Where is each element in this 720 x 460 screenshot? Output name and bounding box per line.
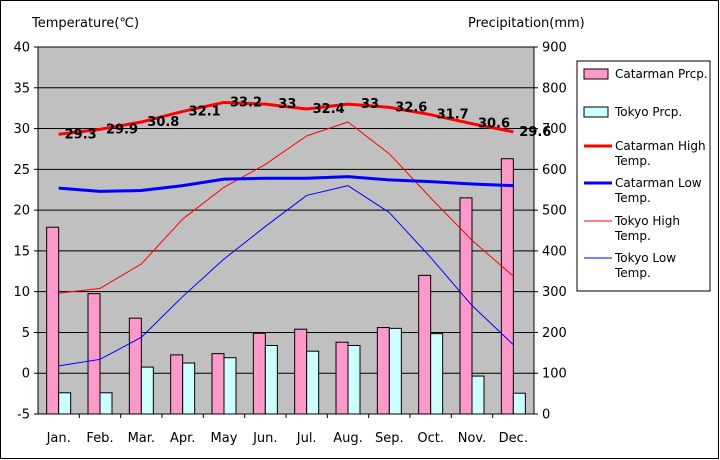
right-tick-label: 100: [542, 367, 567, 382]
right-tick-label: 500: [542, 204, 567, 219]
catarman-low-line: [58, 175, 514, 193]
right-tick-label: 200: [542, 326, 567, 341]
tokyo-low-line: [58, 185, 514, 367]
tokyo-prcp-bar: [99, 392, 113, 415]
catarman-prcp-bar: [294, 328, 308, 415]
catarman-prcp-bar: [252, 332, 266, 415]
legend-swatch-tokyo-prcp: [583, 106, 609, 118]
left-tick-label: 15: [13, 244, 30, 259]
legend-box: [576, 60, 711, 292]
tokyo-prcp-bar: [140, 366, 154, 415]
x-axis: Jan. Feb. Mar. Apr. May Jun. Jul. Aug. Sep. Oct. N…: [46, 414, 528, 446]
high-temp-data-label: 30.8: [147, 115, 179, 130]
high-temp-data-label: 31.7: [437, 108, 469, 123]
precipitation-bars: [46, 158, 526, 415]
left-tick-label: 5: [22, 326, 30, 341]
tokyo-prcp-bar: [512, 392, 526, 415]
left-tick-label: 0: [22, 367, 30, 382]
y-right-title: Precipitation(mm): [468, 16, 585, 31]
right-tick-label: 400: [542, 244, 567, 259]
x-tick-label: May: [211, 431, 238, 446]
legend-swatch-catarman-prcp: [583, 68, 609, 80]
high-temp-data-label: 32.4: [313, 102, 345, 117]
legend-items: Catarman Prcp. Tokyo Prcp. Catarman High Te…: [583, 67, 708, 280]
right-tick-label: 300: [542, 285, 567, 300]
gridlines: [38, 87, 534, 374]
x-tick-label: Dec.: [499, 431, 528, 446]
right-axis: 0 100 200 300 400 500 600 700 800 900: [534, 41, 567, 423]
high-temp-data-label: 29.6: [519, 125, 551, 140]
high-temp-data-label: 33.2: [230, 95, 262, 110]
right-tick-label: 900: [542, 41, 567, 56]
left-tick-label: 40: [13, 41, 30, 56]
catarman-prcp-bar: [335, 341, 349, 415]
y-left-title: Temperature(℃): [31, 16, 139, 31]
right-tick-label: 600: [542, 163, 567, 178]
catarman-prcp-bar: [211, 353, 225, 415]
left-tick-label: 20: [13, 204, 30, 219]
left-axis: -5 0 5 10 15 20 25 30 35 40: [13, 41, 38, 423]
x-tick-label: Jun.: [252, 431, 277, 446]
right-tick-label: 0: [542, 408, 550, 423]
catarman-prcp-bar: [418, 274, 432, 415]
legend-label: Tokyo High Temp.: [614, 214, 680, 243]
high-temp-data-label: 33: [361, 97, 379, 112]
high-temp-data-label: 29.3: [65, 127, 97, 142]
tokyo-high-line: [58, 121, 514, 294]
left-tick-label: -5: [17, 408, 30, 423]
x-tick-label: Feb.: [86, 431, 113, 446]
x-tick-label: Jul.: [296, 431, 317, 446]
x-tick-label: Apr.: [170, 431, 195, 446]
legend-label: Catarman High Temp.: [614, 139, 706, 168]
tokyo-prcp-bar: [471, 375, 485, 415]
catarman-prcp-bar: [46, 226, 60, 415]
legend-label: Catarman Prcp.: [615, 67, 708, 81]
tokyo-prcp-bar: [223, 357, 237, 415]
tokyo-prcp-bar: [264, 344, 278, 415]
catarman-high-line: [58, 100, 514, 136]
temperature-lines: [58, 100, 514, 367]
high-temp-data-label: 30.6: [478, 117, 510, 132]
catarman-prcp-bar: [376, 327, 390, 415]
x-tick-label: Jan.: [46, 431, 71, 446]
tokyo-prcp-bar: [388, 327, 402, 415]
x-tick-label: Nov.: [458, 431, 487, 446]
x-tick-label: Sep.: [375, 431, 404, 446]
catarman-prcp-bar: [87, 293, 101, 415]
high-temp-data-label: 33: [278, 97, 296, 112]
catarman-prcp-bar: [128, 317, 142, 415]
tokyo-prcp-bar: [347, 344, 361, 415]
high-temp-data-label: 29.9: [106, 122, 138, 137]
left-tick-label: 30: [13, 122, 30, 137]
data-labels: 29.3 29.9 30.8 32.1 33.2 33 32.4 33 32.6 31.7 30.6…: [65, 95, 552, 142]
x-tick-label: Oct.: [417, 431, 444, 446]
legend-label: Catarman Low Temp.: [614, 176, 702, 205]
tokyo-prcp-bar: [306, 350, 320, 415]
right-tick-label: 800: [542, 81, 567, 96]
tokyo-prcp-bar: [430, 333, 444, 415]
legend-label: Tokyo Prcp.: [614, 105, 682, 119]
catarman-prcp-bar: [170, 354, 184, 415]
left-tick-label: 35: [13, 81, 30, 96]
legend-label: Tokyo Low Temp.: [614, 251, 676, 280]
tokyo-prcp-bar: [182, 362, 196, 415]
tokyo-prcp-bar: [58, 392, 72, 415]
right-tick-label: 700: [542, 122, 567, 137]
left-tick-label: 10: [13, 285, 30, 300]
high-temp-data-label: 32.6: [395, 100, 427, 115]
high-temp-data-label: 32.1: [189, 104, 221, 119]
x-tick-label: Aug.: [333, 431, 363, 446]
x-tick-label: Mar.: [128, 431, 155, 446]
catarman-prcp-bar: [500, 158, 514, 415]
plot-area: [37, 46, 535, 415]
legend: Catarman Prcp. Tokyo Prcp. Catarman High Te…: [576, 60, 711, 292]
left-tick-label: 25: [13, 163, 30, 178]
